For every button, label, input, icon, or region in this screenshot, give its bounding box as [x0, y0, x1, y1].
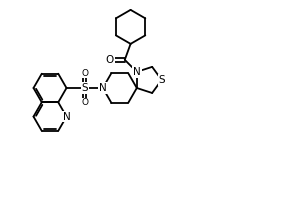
Text: O: O: [81, 69, 88, 78]
Text: O: O: [81, 98, 88, 107]
Text: N: N: [133, 67, 141, 77]
Text: N: N: [63, 112, 70, 122]
Text: O: O: [106, 55, 114, 65]
Text: S: S: [81, 83, 88, 93]
Text: N: N: [99, 83, 107, 93]
Text: S: S: [158, 75, 165, 85]
